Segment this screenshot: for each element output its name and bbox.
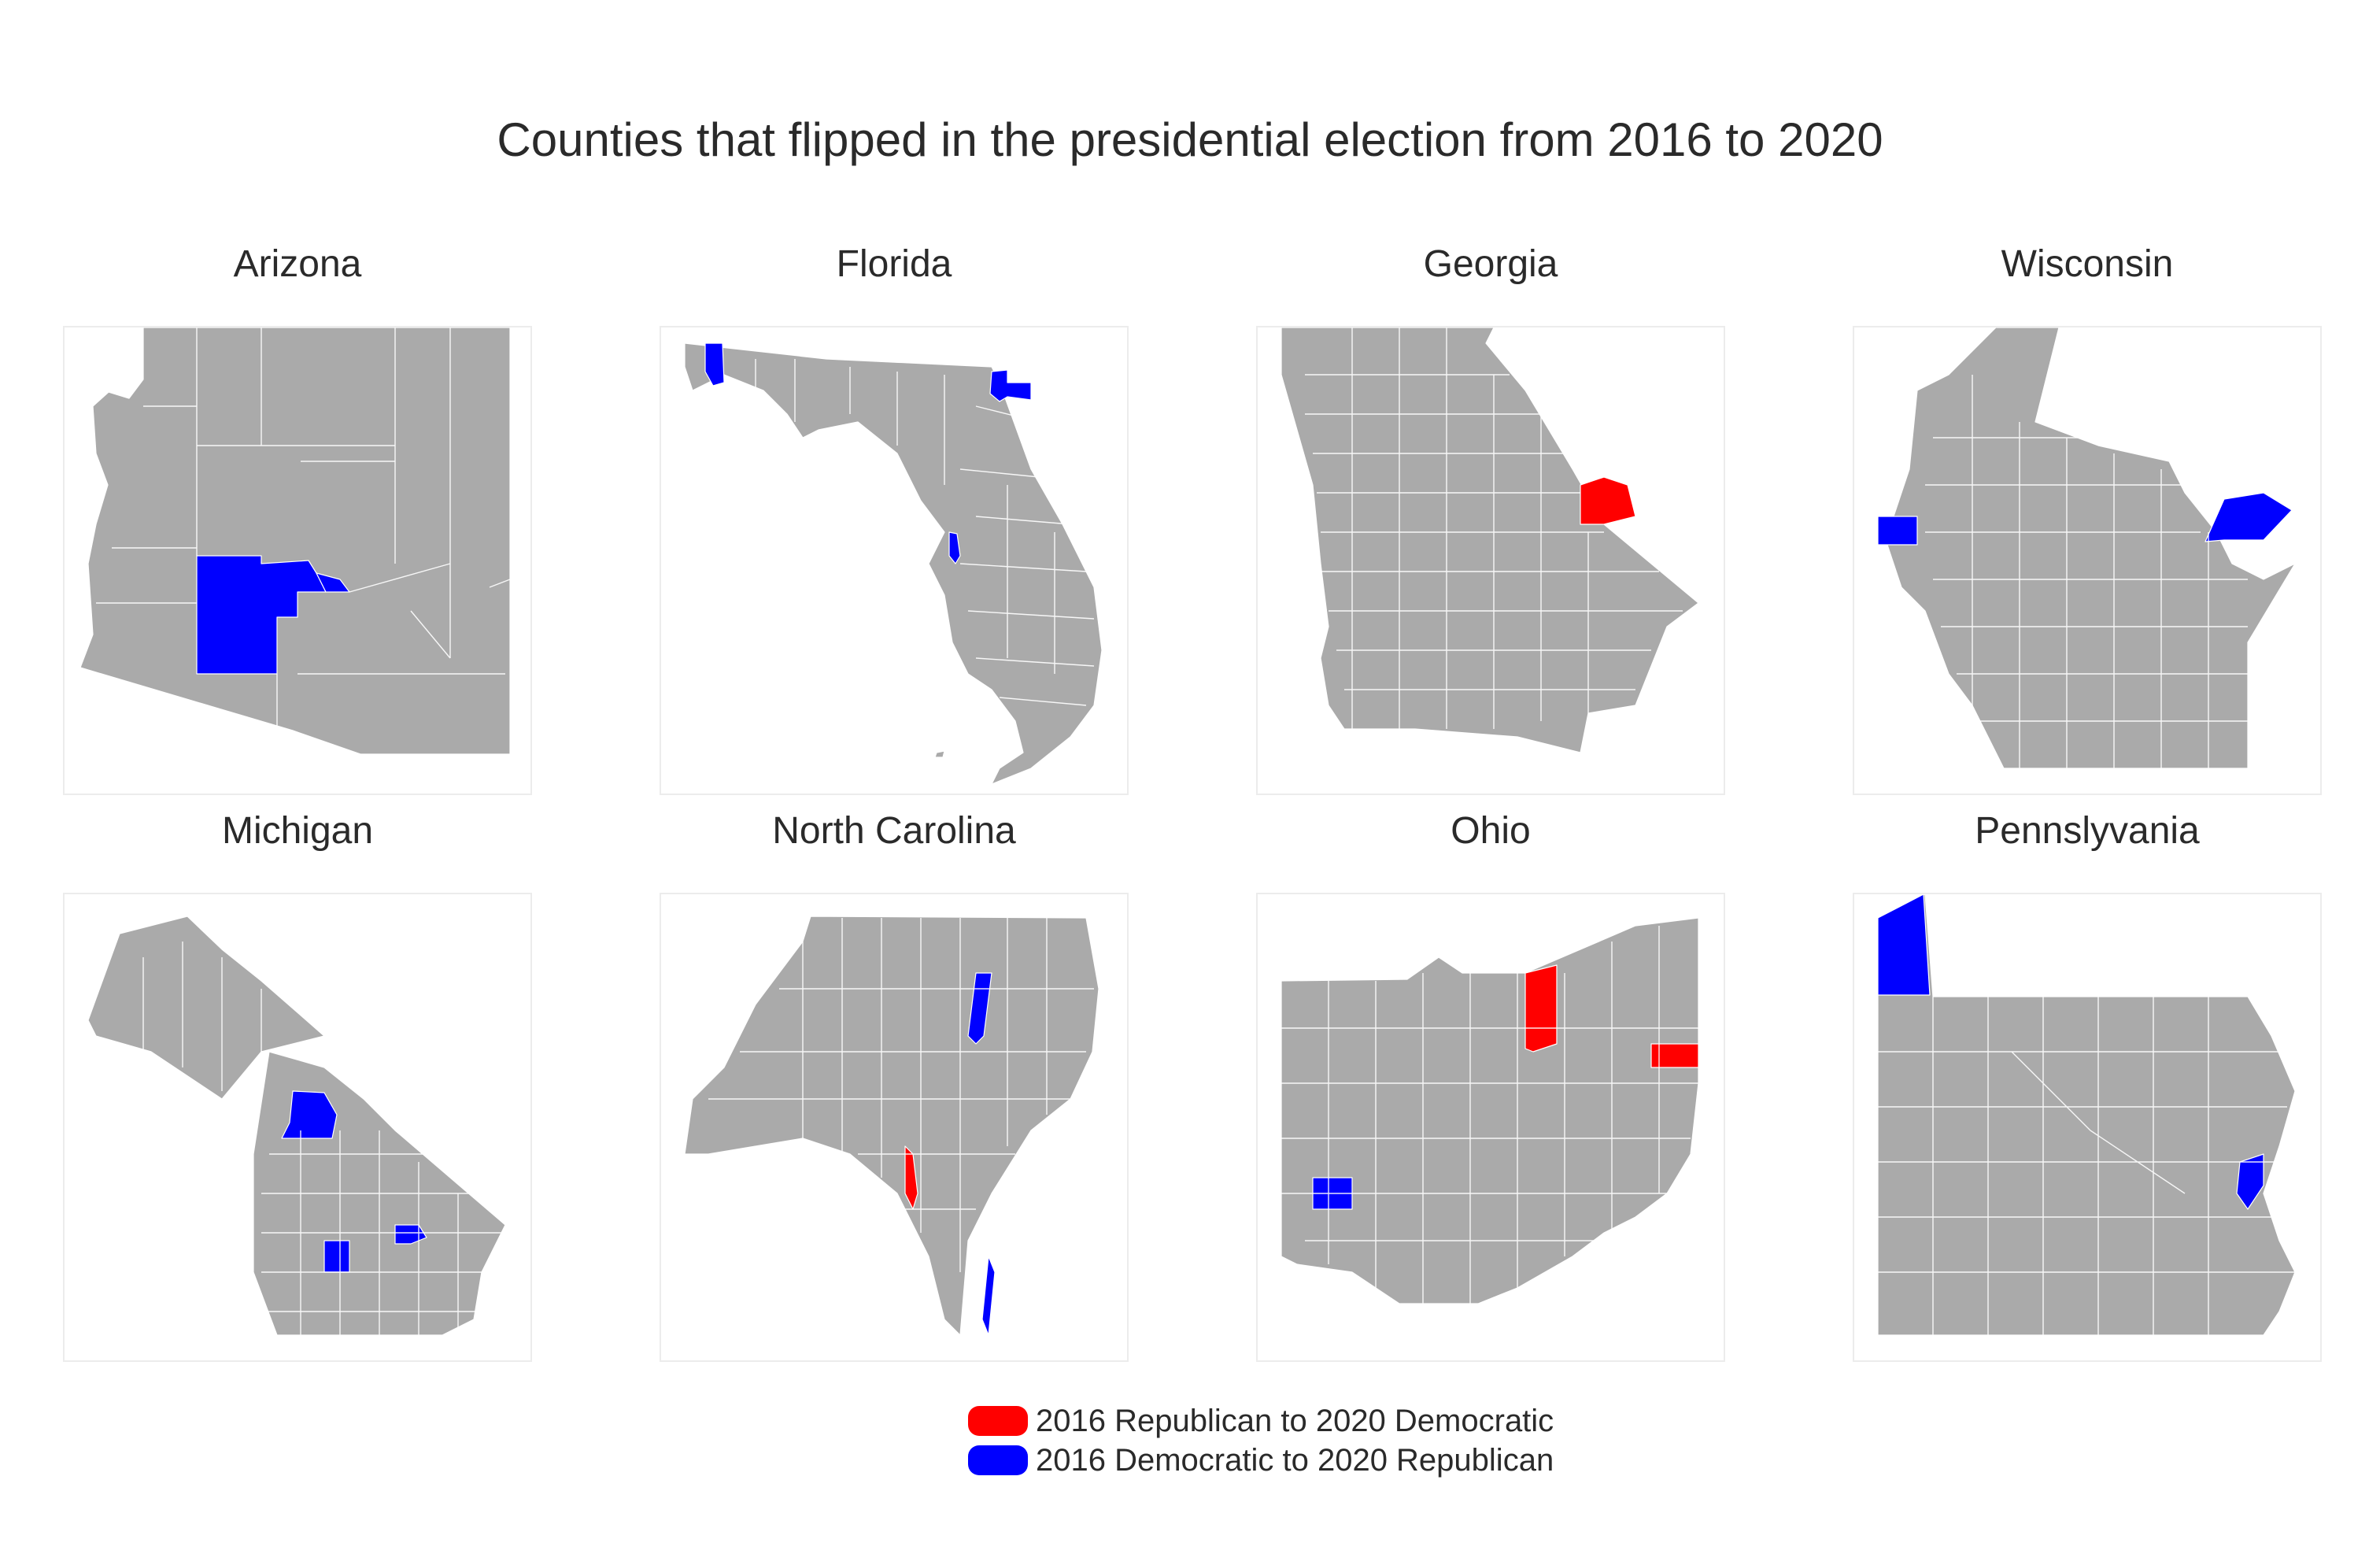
michigan-flipped-county-kent — [323, 1240, 350, 1273]
map-arizona — [63, 326, 532, 795]
pennsylvania-flipped-county-northampton — [2236, 1153, 2264, 1210]
georgia-state-shape — [1281, 327, 1699, 753]
florida-keys-island — [934, 750, 945, 758]
map-georgia-svg — [1281, 327, 1699, 753]
arizona-state-shape — [79, 327, 511, 755]
ohio-state-shape — [1281, 917, 1699, 1304]
ohio-flipped-county-lorain — [1524, 964, 1558, 1053]
map-north-carolina-svg — [684, 916, 1099, 1336]
chart-title: Counties that flipped in the presidentia… — [497, 113, 1883, 166]
ohio-flipped-county-mahoning — [1650, 1043, 1699, 1068]
map-pennsylvania-svg — [1877, 894, 2296, 1336]
florida-flipped-county-pinellas — [948, 531, 961, 564]
legend-item-rep-to-dem: 2016 Republican to 2020 Democratic — [968, 1401, 1554, 1441]
panel-title-ohio: Ohio — [1451, 810, 1531, 852]
map-arizona-svg — [79, 327, 511, 755]
panel-title-michigan: Michigan — [221, 810, 374, 852]
map-ohio — [1256, 893, 1725, 1362]
florida-state-shape — [684, 342, 1103, 785]
legend-swatch-red — [968, 1406, 1028, 1436]
panel-title-north-carolina: North Carolina — [772, 810, 1016, 852]
north-carolina-flipped-county-north — [967, 972, 992, 1045]
map-wisconsin — [1853, 326, 2322, 795]
michigan-upper-peninsula — [87, 916, 325, 1100]
map-georgia — [1256, 326, 1725, 795]
georgia-flipped-county-richmond — [1580, 476, 1636, 525]
panel-title-georgia: Georgia — [1423, 243, 1558, 285]
map-michigan-svg — [87, 916, 506, 1336]
map-north-carolina — [660, 893, 1129, 1362]
north-carolina-flipped-county-red — [904, 1145, 918, 1210]
north-carolina-flipped-county-south — [981, 1256, 996, 1336]
map-wisconsin-svg — [1877, 327, 2296, 769]
map-michigan — [63, 893, 532, 1362]
panel-title-pennsylvania: Pennslyvania — [1975, 810, 2200, 852]
florida-flipped-county-escambia — [704, 342, 725, 387]
wisconsin-state-shape — [1885, 327, 2296, 769]
pennsylvania-state-shape — [1877, 894, 2296, 1336]
panel-title-florida: Florida — [836, 243, 952, 285]
wisconsin-flipped-county-trempealeau — [1877, 516, 1918, 546]
map-pennsylvania — [1853, 893, 2322, 1362]
map-ohio-svg — [1281, 917, 1699, 1304]
pennsylvania-flipped-county-erie — [1877, 894, 1931, 996]
panel-title-wisconsin: Wisconsin — [2001, 243, 2174, 285]
panel-title-arizona: Arizona — [233, 243, 362, 285]
legend-swatch-blue — [968, 1445, 1028, 1475]
arizona-flipped-county-pima-area — [196, 555, 327, 675]
wisconsin-flipped-county-door — [2204, 492, 2293, 542]
legend-item-dem-to-rep: 2016 Democratic to 2020 Republican — [968, 1441, 1554, 1480]
legend-label-dem-to-rep: 2016 Democratic to 2020 Republican — [1036, 1443, 1554, 1478]
map-florida — [660, 326, 1129, 795]
florida-flipped-county-duval — [989, 369, 1032, 402]
michigan-flipped-county-grand-traverse — [281, 1090, 338, 1139]
legend: 2016 Republican to 2020 Democratic 2016 … — [968, 1401, 1676, 1488]
north-carolina-state-shape — [684, 916, 1099, 1336]
map-florida-svg — [684, 342, 1103, 785]
legend-label-rep-to-dem: 2016 Republican to 2020 Democratic — [1036, 1404, 1554, 1438]
